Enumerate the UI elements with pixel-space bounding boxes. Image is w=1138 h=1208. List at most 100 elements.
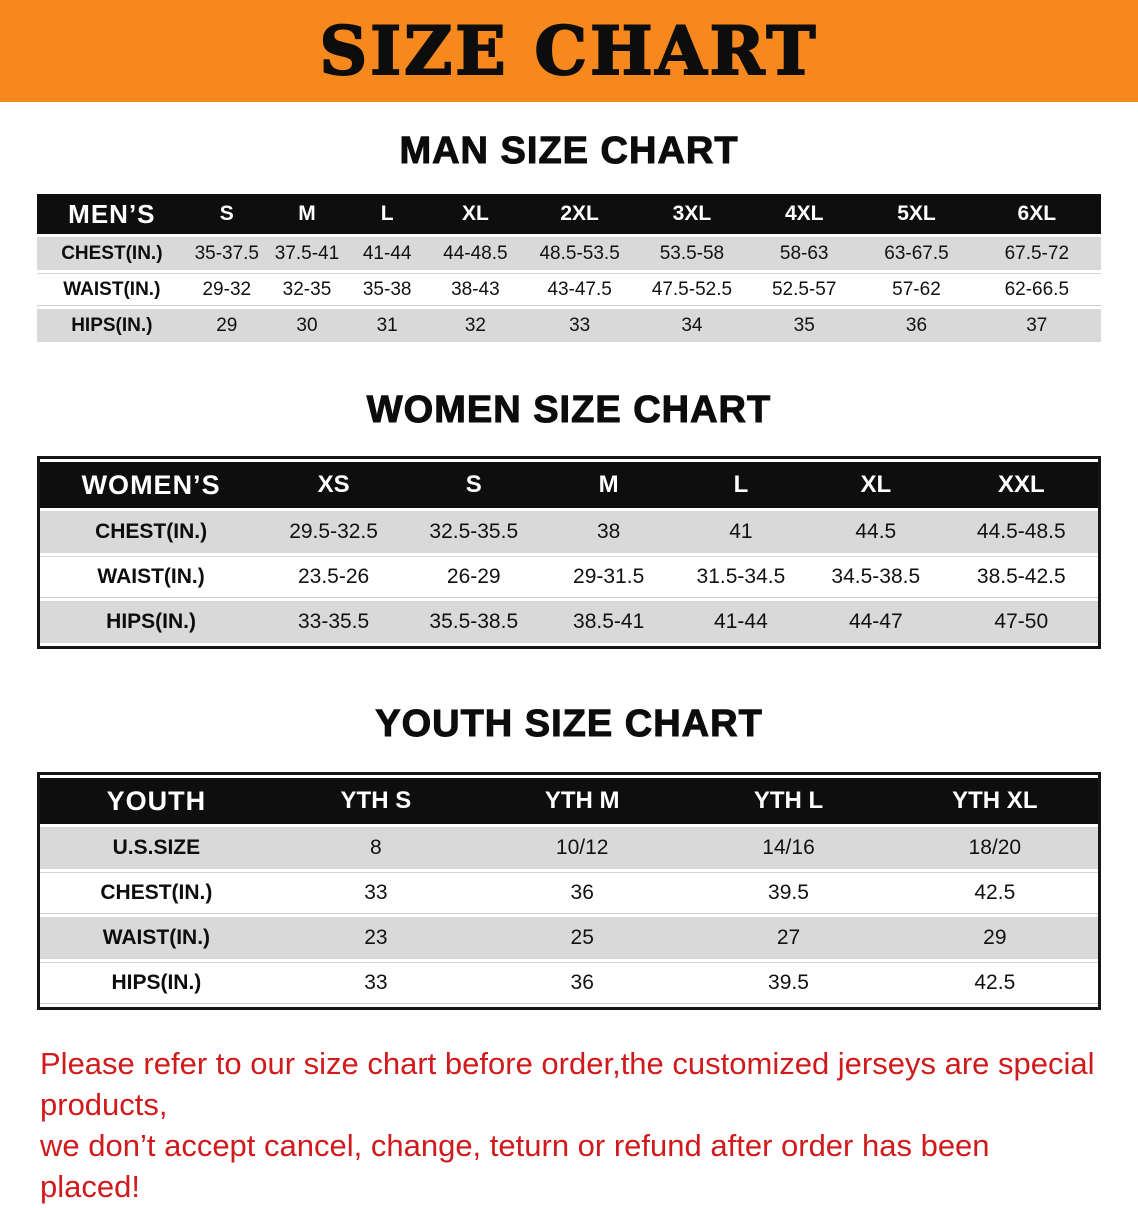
- row-label: U.S.SIZE: [40, 827, 273, 869]
- size-column-header: M: [542, 462, 675, 508]
- table-corner-label: WOMEN’S: [40, 462, 263, 508]
- size-value: 29-32: [186, 273, 267, 306]
- size-value: 32.5-35.5: [405, 511, 543, 553]
- table-row: HIPS(IN.) 33 36 39.5 42.5: [40, 962, 1098, 1004]
- size-value: 29: [891, 917, 1098, 959]
- size-column-header: XXL: [944, 462, 1098, 508]
- size-column-header: 3XL: [635, 194, 749, 234]
- size-value: 35-37.5: [186, 237, 267, 270]
- size-value: 14/16: [685, 827, 892, 869]
- size-value: 32: [427, 309, 524, 342]
- table-row: WAIST(IN.) 29-32 32-35 35-38 38-43 43-47…: [37, 273, 1101, 306]
- size-column-header: 2XL: [523, 194, 636, 234]
- size-value: 42.5: [891, 962, 1098, 1004]
- size-value: 27: [685, 917, 892, 959]
- size-column-header: L: [674, 462, 808, 508]
- size-value: 62-66.5: [972, 273, 1101, 306]
- size-value: 8: [272, 827, 480, 869]
- row-label: HIPS(IN.): [40, 962, 273, 1004]
- size-value: 58-63: [748, 237, 861, 270]
- size-value: 57-62: [860, 273, 973, 306]
- men-section-heading: MAN SIZE CHART: [399, 130, 739, 173]
- size-value: 41: [674, 511, 808, 553]
- size-column-header: S: [405, 462, 543, 508]
- size-value: 39.5: [685, 872, 892, 914]
- size-value: 34: [635, 309, 749, 342]
- youth-size-table: YOUTH YTH S YTH M YTH L YTH XL U.S.SIZE …: [37, 772, 1101, 1010]
- size-value: 37.5-41: [266, 237, 348, 270]
- row-label: WAIST(IN.): [40, 556, 263, 598]
- table-corner-label: MEN’S: [37, 194, 187, 234]
- size-value: 25: [479, 917, 686, 959]
- size-value: 36: [860, 309, 973, 342]
- table-row: CHEST(IN.) 29.5-32.5 32.5-35.5 38 41 44.…: [40, 511, 1098, 553]
- size-value: 36: [479, 962, 686, 1004]
- size-value: 36: [479, 872, 686, 914]
- row-label: CHEST(IN.): [40, 511, 263, 553]
- size-column-header: YTH L: [685, 778, 892, 824]
- size-column-header: YTH M: [479, 778, 686, 824]
- size-value: 34.5-38.5: [807, 556, 945, 598]
- size-value: 33-35.5: [262, 601, 405, 643]
- men-size-table: MEN’S S M L XL 2XL 3XL 4XL 5XL 6XL CHEST: [37, 191, 1101, 345]
- size-value: 38.5-42.5: [944, 556, 1098, 598]
- size-value: 29: [186, 309, 267, 342]
- size-value: 41-44: [674, 601, 808, 643]
- table-header-row: MEN’S S M L XL 2XL 3XL 4XL 5XL 6XL: [37, 194, 1101, 234]
- table-row: WAIST(IN.) 23 25 27 29: [40, 917, 1098, 959]
- size-value: 35-38: [347, 273, 428, 306]
- size-value: 44-47: [807, 601, 945, 643]
- row-label: WAIST(IN.): [37, 273, 187, 306]
- size-value: 67.5-72: [972, 237, 1101, 270]
- disclaimer-line: we don’t accept cancel, change, teturn o…: [40, 1127, 990, 1204]
- table-corner-label: YOUTH: [40, 778, 273, 824]
- size-value: 41-44: [347, 237, 428, 270]
- women-size-section: WOMEN SIZE CHART WOMEN’S XS S M L XL XXL: [0, 389, 1138, 649]
- size-value: 33: [523, 309, 636, 342]
- size-value: 23.5-26: [262, 556, 405, 598]
- table-row: CHEST(IN.) 33 36 39.5 42.5: [40, 872, 1098, 914]
- size-value: 44-48.5: [427, 237, 524, 270]
- table-row: CHEST(IN.) 35-37.5 37.5-41 41-44 44-48.5…: [37, 237, 1101, 270]
- size-value: 38: [542, 511, 675, 553]
- size-value: 37: [972, 309, 1101, 342]
- size-value: 35.5-38.5: [405, 601, 543, 643]
- size-value: 63-67.5: [860, 237, 973, 270]
- size-value: 33: [272, 872, 480, 914]
- size-column-header: 4XL: [748, 194, 861, 234]
- row-label: HIPS(IN.): [40, 601, 263, 643]
- disclaimer-line: Please refer to our size chart before or…: [40, 1046, 1095, 1122]
- table-header-row: WOMEN’S XS S M L XL XXL: [40, 462, 1098, 508]
- size-value: 23: [272, 917, 480, 959]
- table-row: HIPS(IN.) 29 30 31 32 33 34 35 36 37: [37, 309, 1101, 342]
- size-column-header: XL: [807, 462, 945, 508]
- size-column-header: L: [347, 194, 428, 234]
- row-label: CHEST(IN.): [40, 872, 273, 914]
- size-value: 26-29: [405, 556, 543, 598]
- row-label: WAIST(IN.): [40, 917, 273, 959]
- size-value: 52.5-57: [748, 273, 861, 306]
- size-column-header: 5XL: [860, 194, 973, 234]
- size-value: 33: [272, 962, 480, 1004]
- size-value: 48.5-53.5: [523, 237, 636, 270]
- table-row: WAIST(IN.) 23.5-26 26-29 29-31.5 31.5-34…: [40, 556, 1098, 598]
- size-value: 53.5-58: [635, 237, 749, 270]
- size-value: 44.5: [807, 511, 945, 553]
- size-value: 29.5-32.5: [262, 511, 405, 553]
- disclaimer: Please refer to our size chart before or…: [40, 1044, 1098, 1208]
- size-value: 10/12: [479, 827, 686, 869]
- size-column-header: XS: [262, 462, 405, 508]
- size-value: 42.5: [891, 872, 1098, 914]
- size-column-header: YTH S: [272, 778, 480, 824]
- size-value: 32-35: [266, 273, 348, 306]
- size-value: 47.5-52.5: [635, 273, 749, 306]
- size-column-header: YTH XL: [891, 778, 1098, 824]
- size-value: 38.5-41: [542, 601, 675, 643]
- youth-size-section: YOUTH SIZE CHART YOUTH YTH S YTH M YTH L…: [0, 703, 1138, 1010]
- size-value: 38-43: [427, 273, 524, 306]
- row-label: CHEST(IN.): [37, 237, 187, 270]
- size-value: 29-31.5: [542, 556, 675, 598]
- size-value: 31: [347, 309, 428, 342]
- banner: SIZE CHART: [0, 0, 1138, 102]
